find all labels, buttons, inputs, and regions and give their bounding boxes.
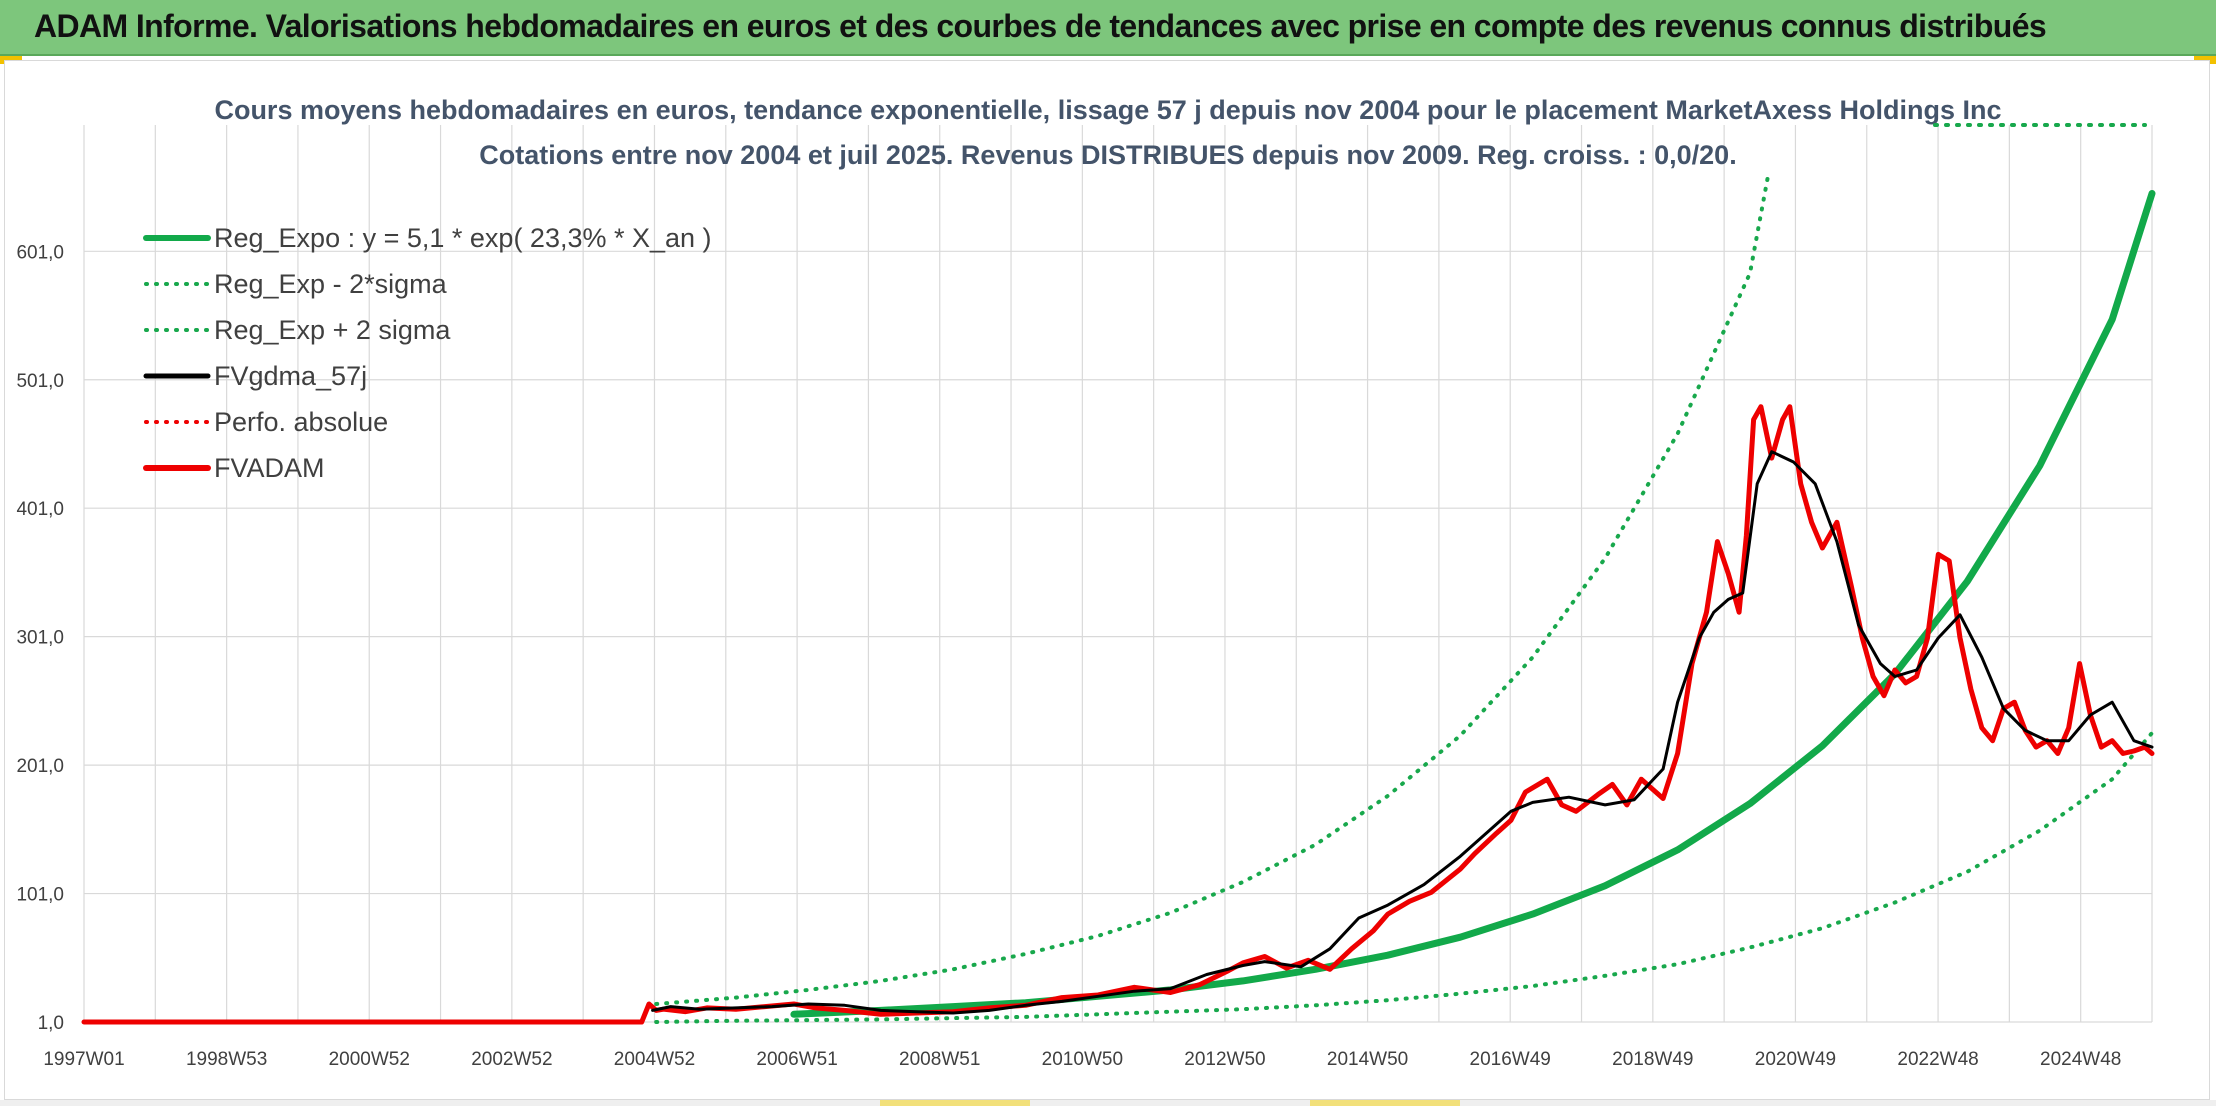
y-tick-label: 601,0 <box>16 242 64 263</box>
grid-lines <box>83 125 2153 1023</box>
x-tick-label: 2018W49 <box>1612 1049 1693 1070</box>
x-tick-label: 2010W50 <box>1042 1049 1123 1070</box>
x-tick-label: 2024W48 <box>2040 1049 2121 1070</box>
y-tick-label: 501,0 <box>16 371 64 392</box>
x-tick-label: 2004W52 <box>614 1049 695 1070</box>
chart-title: Cours moyens hebdomadaires en euros, ten… <box>214 95 2001 125</box>
chart-area <box>4 60 2210 1100</box>
report-title: ADAM Informe. Valorisations hebdomadaire… <box>34 8 2047 44</box>
series-line <box>81 404 2155 1025</box>
bottom-marker <box>880 1100 1030 1106</box>
bottom-marker <box>1310 1100 1460 1106</box>
x-tick-label: 2020W49 <box>1755 1049 1836 1070</box>
y-tick-label: 201,0 <box>16 756 64 777</box>
series-line <box>654 731 2154 1024</box>
x-tick-label: 2012W50 <box>1184 1049 1265 1070</box>
legend-label: FVADAM <box>214 453 325 483</box>
x-tick-label: 2002W52 <box>471 1049 552 1070</box>
bottom-strip <box>0 1100 2216 1106</box>
chart-subtitle: Cotations entre nov 2004 et juil 2025. R… <box>479 140 1736 170</box>
x-tick-label: 2008W51 <box>899 1049 980 1070</box>
legend: Reg_Expo : y = 5,1 * exp( 23,3% * X_an )… <box>143 223 712 483</box>
series-line <box>651 450 2154 1015</box>
series-lines <box>81 173 2156 1025</box>
legend-label: FVgdma_57j <box>214 361 367 391</box>
legend-label: Reg_Expo : y = 5,1 * exp( 23,3% * X_an ) <box>214 223 712 253</box>
legend-label: Reg_Exp + 2 sigma <box>214 315 451 345</box>
x-tick-label: 2014W50 <box>1327 1049 1408 1070</box>
x-tick-label: 2000W52 <box>329 1049 410 1070</box>
series-line <box>654 173 1771 1006</box>
x-tick-label: 2016W49 <box>1470 1049 1551 1070</box>
report-banner: ADAM Informe. Valorisations hebdomadaire… <box>0 0 2216 56</box>
y-tick-label: 301,0 <box>16 628 64 649</box>
x-tick-label: 1997W01 <box>43 1049 124 1070</box>
x-tick-label: 2006W51 <box>756 1049 837 1070</box>
x-tick-label: 1998W53 <box>186 1049 267 1070</box>
y-axis-tick-labels: 1,0 101,0 201,0 301,0 401,0 501,0 601,0 <box>16 242 64 1034</box>
x-tick-label: 2022W48 <box>1897 1049 1978 1070</box>
legend-label: Perfo. absolue <box>214 407 388 437</box>
y-tick-label: 1,0 <box>38 1013 64 1034</box>
legend-label: Reg_Exp - 2*sigma <box>214 269 448 299</box>
y-tick-label: 401,0 <box>16 499 64 520</box>
y-tick-label: 101,0 <box>16 885 64 906</box>
series-line <box>790 190 2156 1018</box>
x-axis-tick-labels: 1997W01 1998W53 2000W52 2002W52 2004W52 2006W… <box>43 1049 2121 1070</box>
